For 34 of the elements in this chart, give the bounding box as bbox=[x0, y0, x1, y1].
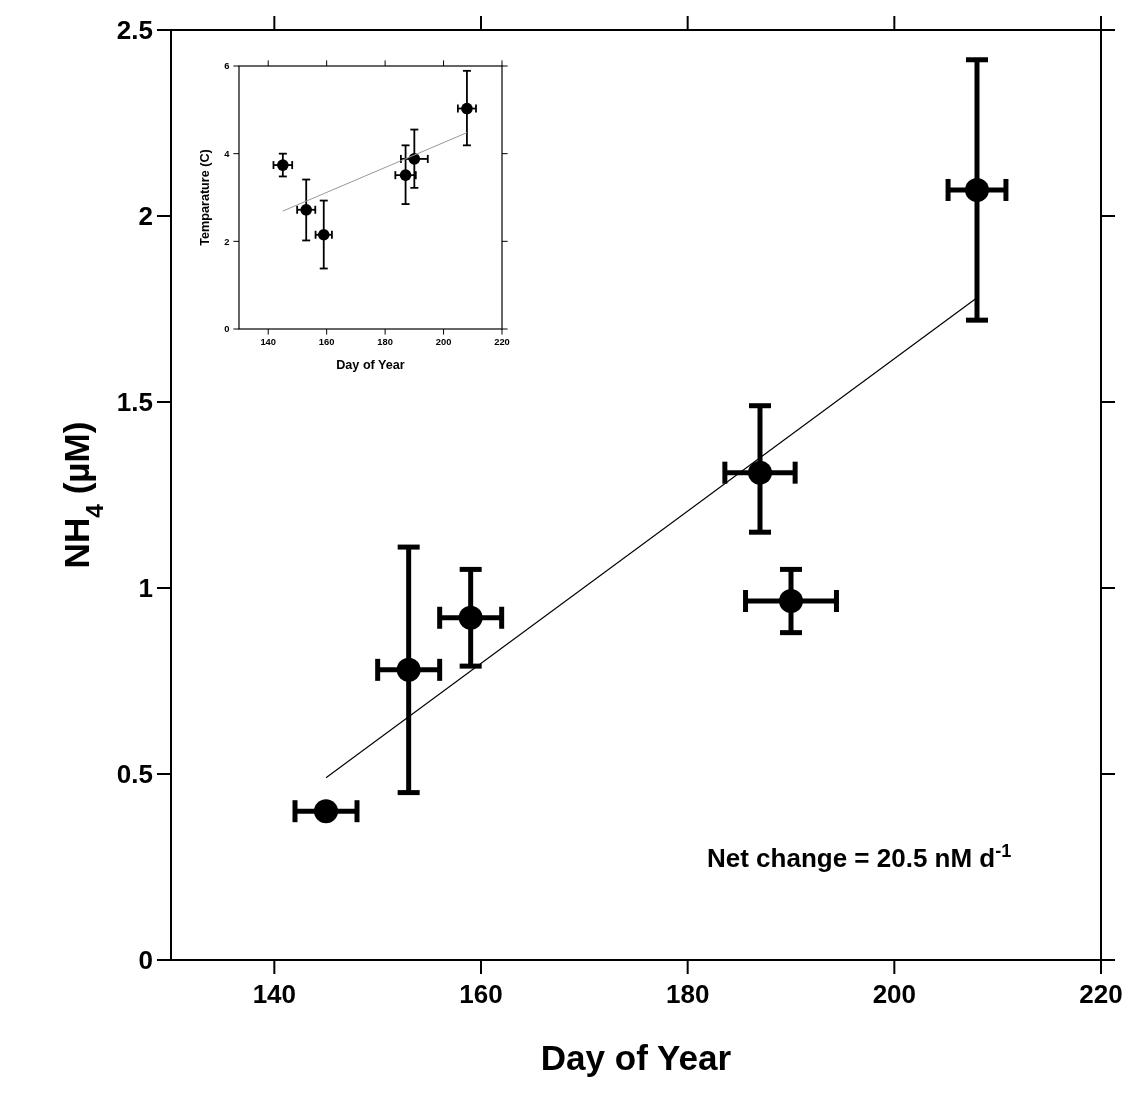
point bbox=[314, 799, 338, 824]
x-axis-title: Day of Year bbox=[540, 1038, 732, 1078]
x-tick-label: 180 bbox=[665, 978, 710, 1009]
point bbox=[396, 657, 421, 682]
x-tick-label: 140 bbox=[260, 336, 277, 347]
y-tick-label: 6 bbox=[224, 61, 230, 72]
point bbox=[399, 169, 412, 181]
point bbox=[277, 159, 289, 171]
y-tick-label: 2 bbox=[138, 201, 153, 232]
y-tick-label: 0 bbox=[224, 324, 230, 335]
point bbox=[461, 102, 473, 115]
x-axis-title: Day of Year bbox=[336, 358, 405, 373]
point bbox=[779, 589, 803, 614]
x-tick-label: 200 bbox=[435, 336, 452, 347]
x-tick-label: 140 bbox=[252, 978, 297, 1009]
y-tick-label: 2.5 bbox=[116, 15, 153, 46]
y-axis-title: Temparature (C) bbox=[198, 149, 213, 246]
annotation: Net change = 20.5 nM d$^{-1}$ bbox=[706, 841, 1012, 873]
x-tick-label: 180 bbox=[377, 336, 393, 347]
point bbox=[300, 203, 313, 216]
y-tick-label: 1.5 bbox=[116, 387, 153, 418]
y-tick-label: 0 bbox=[138, 945, 153, 976]
y-tick-label: 1 bbox=[138, 573, 153, 604]
point bbox=[748, 460, 772, 485]
x-tick-label: 160 bbox=[318, 336, 335, 347]
x-tick-label: 220 bbox=[1079, 978, 1123, 1009]
y-tick-label: 4 bbox=[224, 148, 231, 159]
x-tick-label: 220 bbox=[494, 336, 510, 347]
point bbox=[965, 177, 989, 202]
y-tick-label: 2 bbox=[224, 236, 230, 247]
x-tick-label: 160 bbox=[459, 978, 503, 1009]
point bbox=[458, 605, 483, 630]
x-tick-label: 200 bbox=[872, 978, 917, 1009]
y-tick-label: 0.5 bbox=[116, 759, 153, 790]
